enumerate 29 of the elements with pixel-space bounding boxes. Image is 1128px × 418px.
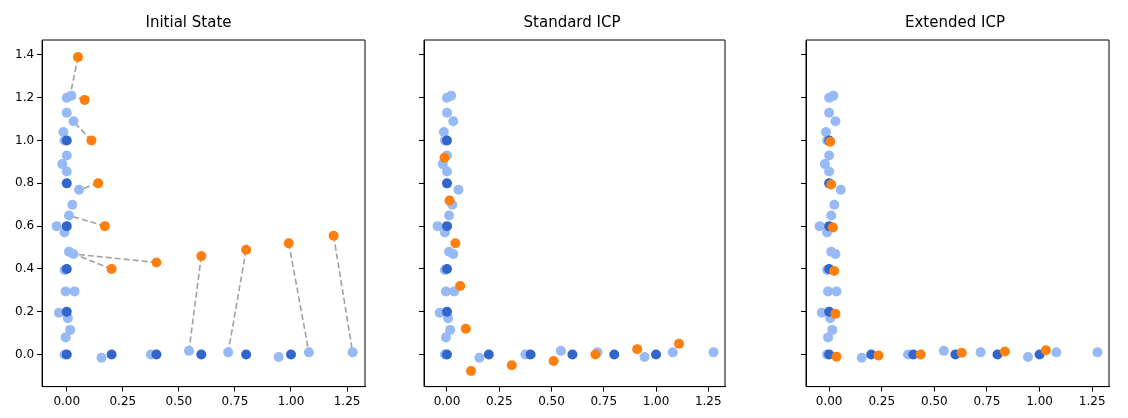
x-tick-label: 1.00 xyxy=(277,393,305,408)
x-tick-label: 0.25 xyxy=(109,393,137,408)
y-tick-label: 1.4 xyxy=(14,47,35,62)
chart-title: Initial State xyxy=(145,12,232,31)
x-tick-label: 1.25 xyxy=(1078,393,1106,408)
x-tick-label: 0.25 xyxy=(485,393,513,408)
x-tick-label: 1.00 xyxy=(642,393,670,408)
x-tick-label: 0.75 xyxy=(221,393,249,408)
x-tick-label: 0.50 xyxy=(538,393,565,408)
y-tick-label: 1.2 xyxy=(14,89,35,104)
y-tick-label: 0.2 xyxy=(14,303,35,318)
x-tick-label: 1.25 xyxy=(333,393,361,408)
x-tick-label: 0.50 xyxy=(165,393,193,408)
y-tick-label: 0.8 xyxy=(14,175,35,190)
x-tick-label: 0.25 xyxy=(868,393,896,408)
x-tick-label: 0.50 xyxy=(920,393,948,408)
y-tick-label: 1.0 xyxy=(14,132,35,147)
x-tick-label: 1.25 xyxy=(694,393,722,408)
x-tick-label: 0.00 xyxy=(433,393,461,408)
x-tick-label: 0.00 xyxy=(815,393,843,408)
x-tick-label: 0.75 xyxy=(590,393,618,408)
chart-title: Standard ICP xyxy=(523,12,621,31)
y-tick-label: 0.0 xyxy=(14,346,35,361)
y-tick-label: 0.4 xyxy=(14,261,35,276)
chart-title: Extended ICP xyxy=(905,12,1005,31)
x-tick-label: 1.00 xyxy=(1026,393,1053,408)
x-tick-label: 0.75 xyxy=(973,393,1001,408)
x-tick-label: 0.00 xyxy=(53,393,81,408)
y-tick-label: 0.6 xyxy=(14,218,35,233)
